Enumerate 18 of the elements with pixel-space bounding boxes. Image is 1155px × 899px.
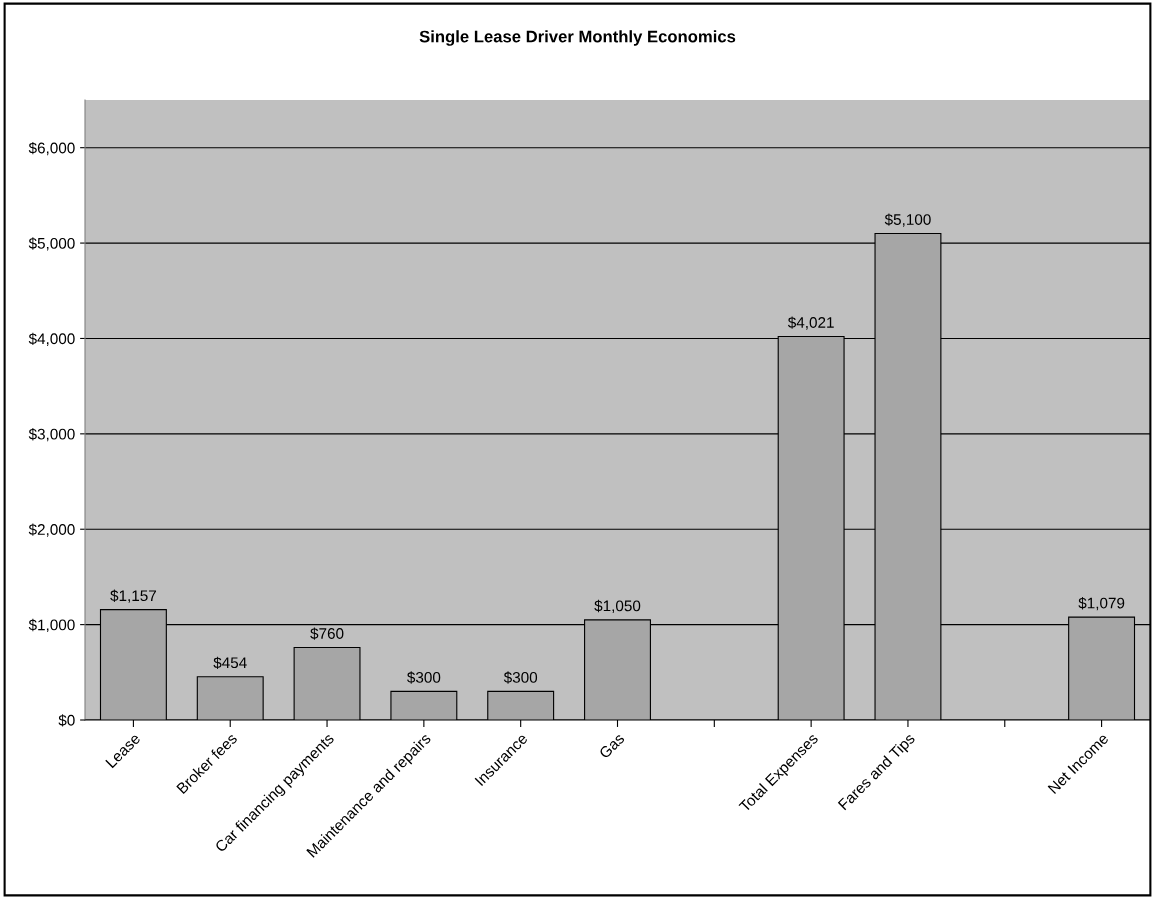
y-tick-label: $0 [58,714,75,727]
data-label: $300 [503,671,538,684]
y-tick-label: $3,000 [28,428,75,442]
y-tick-label: $6,000 [28,141,75,156]
y-tick-label: $4,000 [28,332,75,346]
data-label: $1,050 [594,599,641,614]
data-label: $300 [407,671,441,684]
data-label: $1,157 [110,589,157,603]
data-label: $760 [310,627,344,640]
y-tick-label: $2,000 [28,523,75,537]
y-tick-label: $1,000 [28,618,75,633]
data-label: $4,021 [787,316,834,330]
chart-title: Single Lease Driver Monthly Economics [419,30,736,46]
data-label: $1,079 [1078,597,1125,611]
y-tick-label: $5,000 [28,237,75,251]
x-tick-label: Gas [598,732,626,760]
data-label: $5,100 [884,213,931,227]
data-label: $454 [213,656,247,670]
